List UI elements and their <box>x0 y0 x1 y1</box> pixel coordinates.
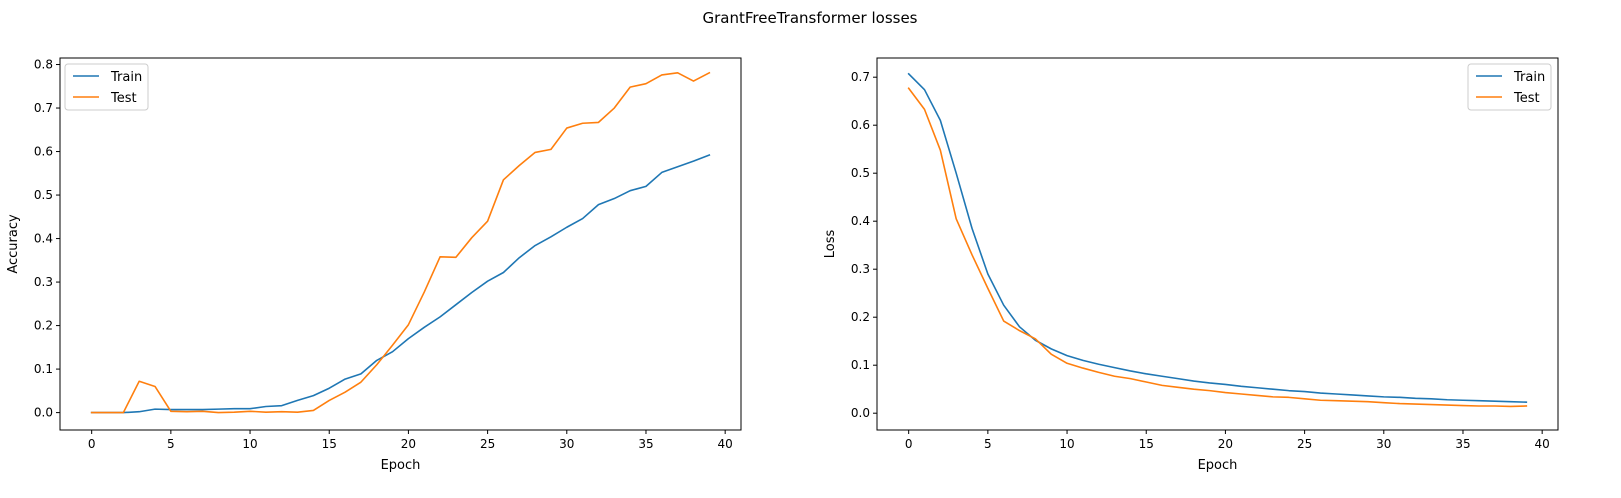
x-tick-label: 35 <box>638 437 653 451</box>
x-tick-label: 10 <box>1059 437 1074 451</box>
x-tick-label: 0 <box>88 437 96 451</box>
x-tick-label: 10 <box>242 437 257 451</box>
x-tick-label: 40 <box>718 437 733 451</box>
y-axis-label: Accuracy <box>6 214 21 274</box>
x-tick-label: 20 <box>1218 437 1233 451</box>
series-line-test <box>907 87 1528 408</box>
loss-chart: 0 5 10 15 20 25 30 35 40 0.0 0.1 0.2 0.3 0.4 0.5 0.6 0.7… <box>823 57 1559 473</box>
legend-label-test: Test <box>1513 91 1540 106</box>
x-tick-label: 25 <box>480 437 495 451</box>
legend-label-train: Train <box>110 70 142 85</box>
x-tick-label: 30 <box>559 437 574 451</box>
x-tick-label: 40 <box>1535 437 1550 451</box>
legend: Train Test <box>1467 63 1552 111</box>
y-tick-label: 0.7 <box>851 70 870 84</box>
y-tick-label: 0.0 <box>851 406 870 420</box>
y-tick-label: 0.6 <box>34 145 53 159</box>
x-tick-label: 5 <box>167 437 175 451</box>
x-axis-label: Epoch <box>381 458 421 473</box>
y-tick-label: 0.3 <box>851 262 870 276</box>
x-tick-label: 25 <box>1297 437 1312 451</box>
x-tick-label: 15 <box>1139 437 1154 451</box>
x-axis-label: Epoch <box>1198 458 1238 473</box>
y-tick-label: 0.1 <box>34 362 53 376</box>
plot-frame <box>59 57 742 431</box>
x-tick-label: 35 <box>1455 437 1470 451</box>
y-tick-label: 0.6 <box>851 118 870 132</box>
y-tick-label: 0.4 <box>34 232 53 246</box>
y-tick-label: 0.5 <box>851 166 870 180</box>
y-tick-label: 0.0 <box>34 406 53 420</box>
legend: Train Test <box>64 63 149 111</box>
figure-title: GrantFreeTransformer losses <box>703 9 918 27</box>
accuracy-chart: 0 5 10 15 20 25 30 35 40 0.0 0.1 0.2 0.3 0.4 0.5 0.6 0.7… <box>6 57 742 473</box>
y-tick-label: 0.2 <box>34 319 53 333</box>
y-tick-label: 0.7 <box>34 101 53 115</box>
y-tick-label: 0.5 <box>34 188 53 202</box>
x-tick-label: 5 <box>984 437 992 451</box>
x-tick-label: 20 <box>401 437 416 451</box>
plot-frame <box>876 57 1559 431</box>
y-axis-label: Loss <box>823 230 838 259</box>
series-line-test <box>90 71 711 414</box>
legend-label-test: Test <box>110 91 137 106</box>
x-tick-label: 30 <box>1376 437 1391 451</box>
x-tick-label: 0 <box>905 437 913 451</box>
y-tick-label: 0.1 <box>851 358 870 372</box>
x-tick-label: 15 <box>322 437 337 451</box>
series-line-train <box>907 72 1528 403</box>
series-line-train <box>90 153 711 414</box>
legend-label-train: Train <box>1513 70 1545 85</box>
y-tick-label: 0.3 <box>34 275 53 289</box>
y-tick-label: 0.8 <box>34 58 53 72</box>
y-tick-label: 0.4 <box>851 214 870 228</box>
y-tick-label: 0.2 <box>851 310 870 324</box>
